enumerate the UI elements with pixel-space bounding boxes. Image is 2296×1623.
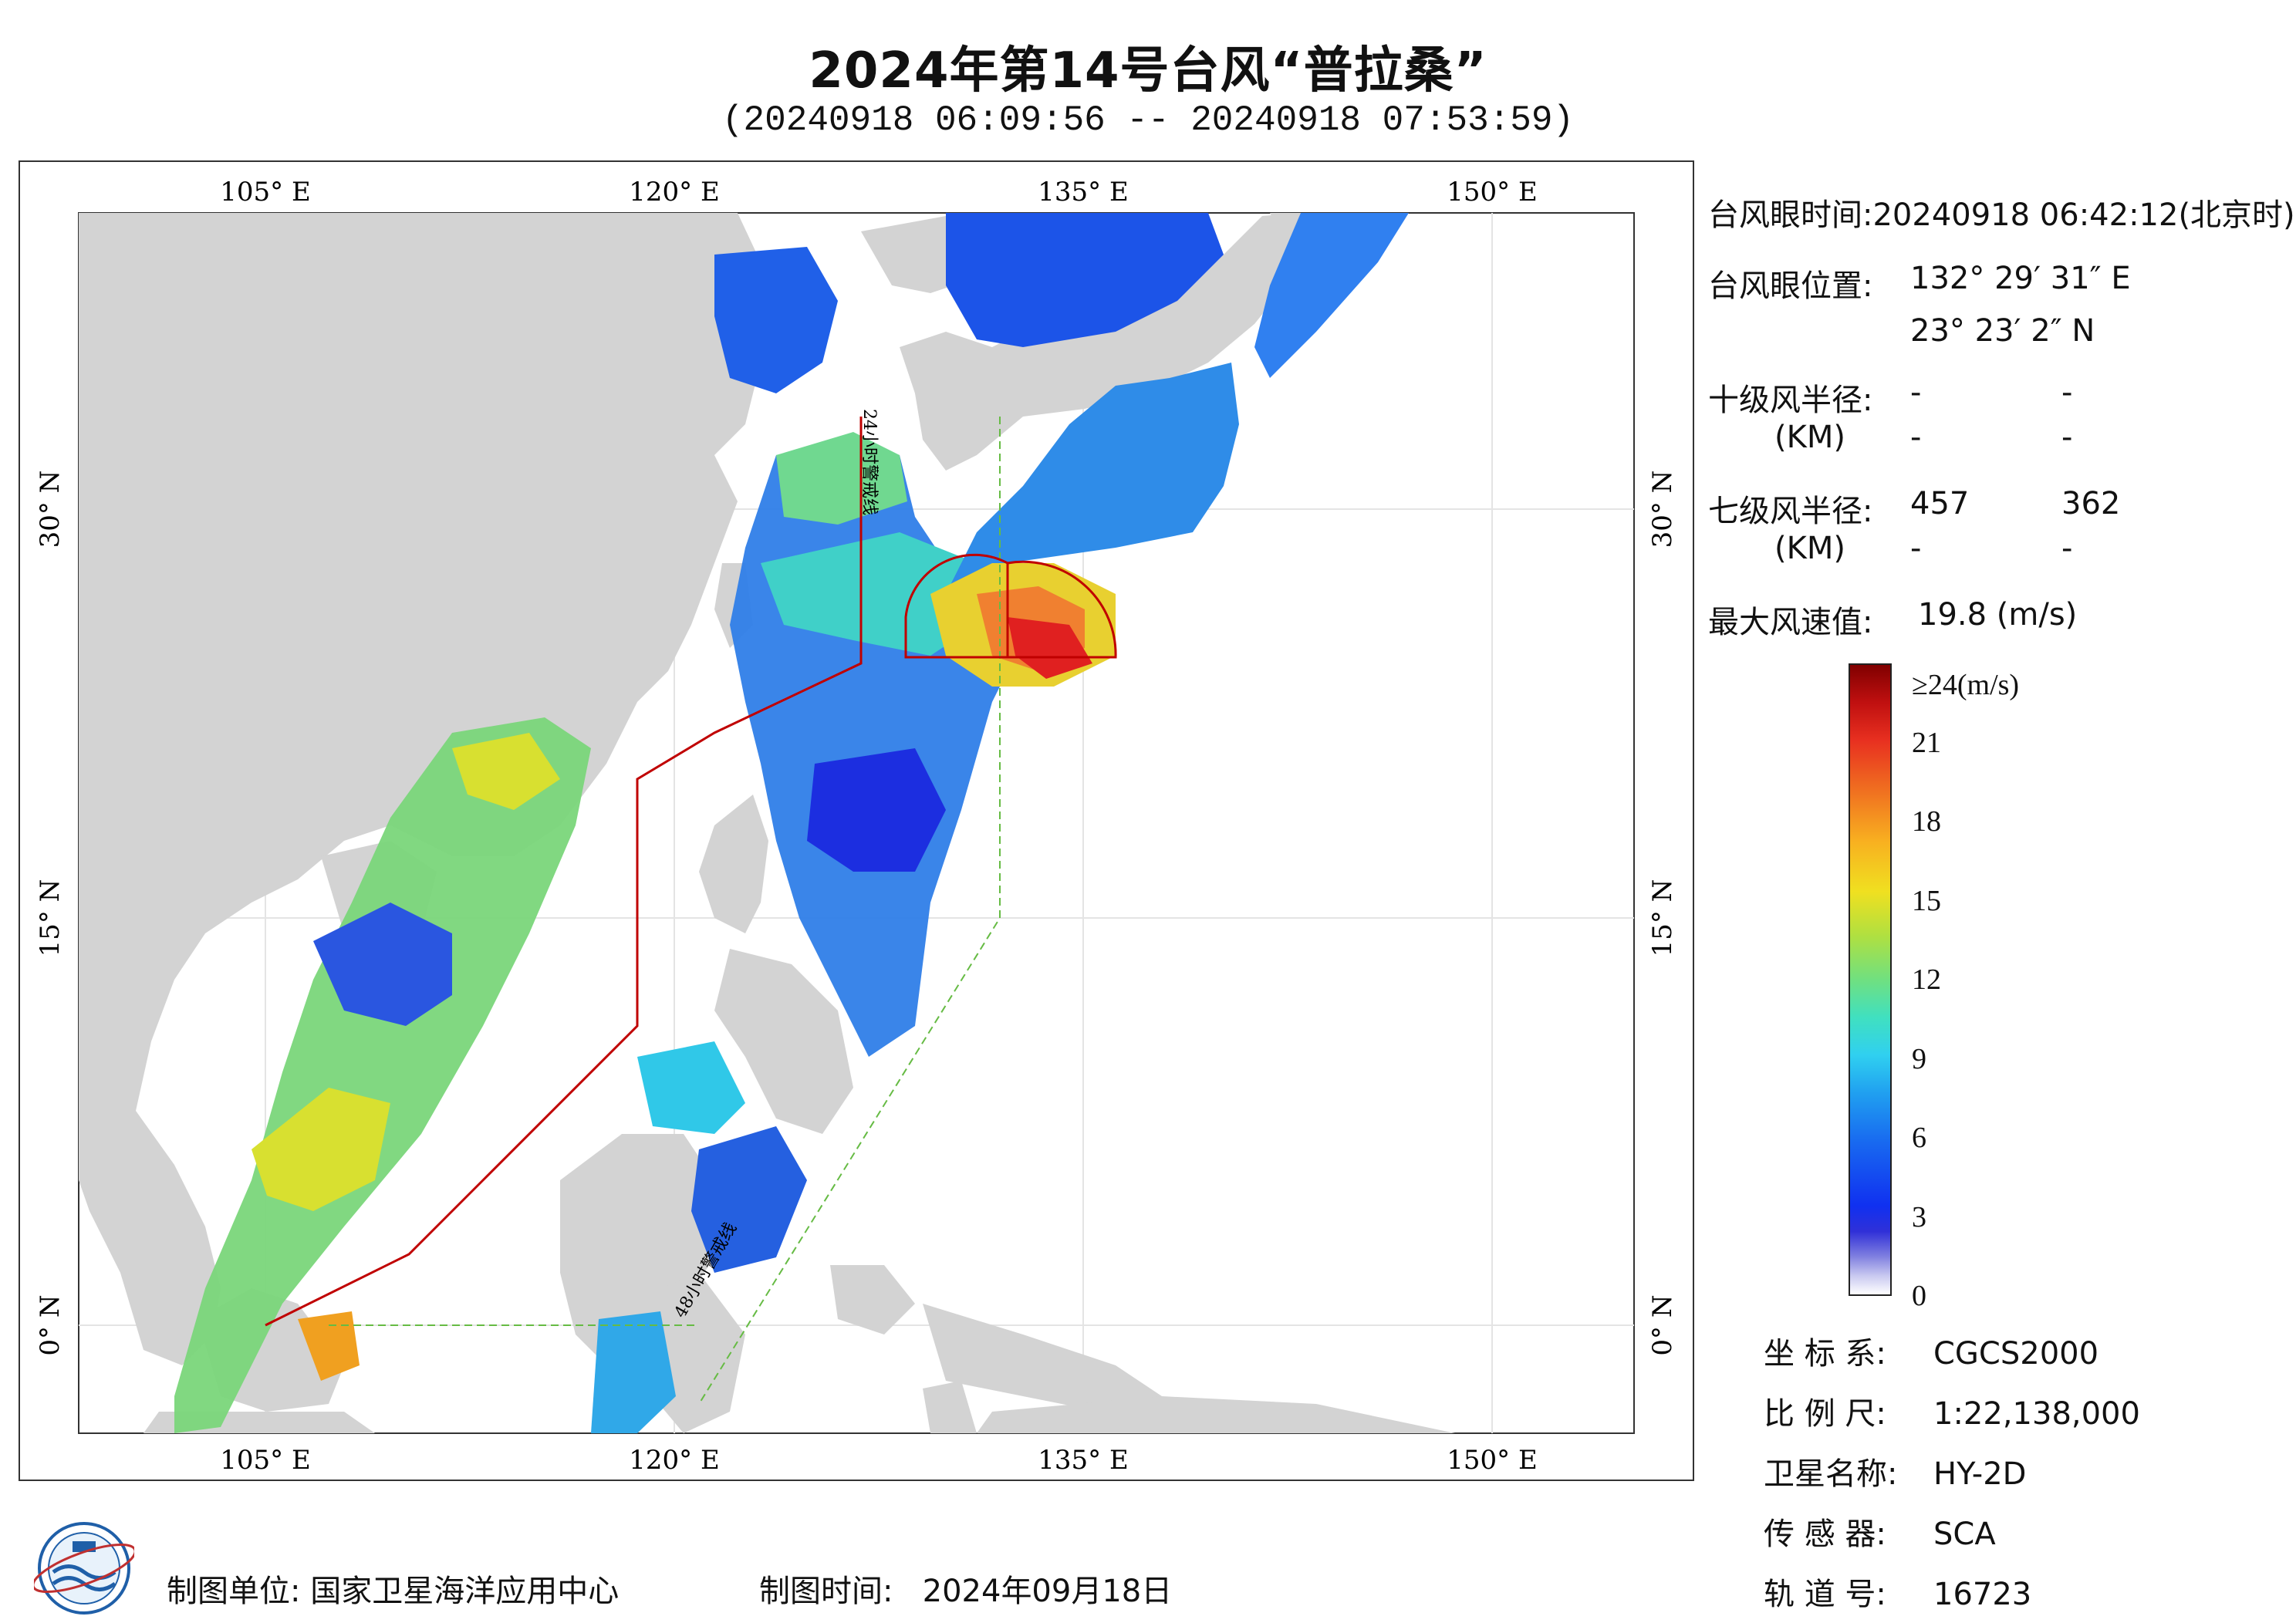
map-subtitle: (20240918 06:09:56 -- 20240918 07:53:59) — [721, 100, 1575, 140]
wind-swath — [174, 213, 1409, 1433]
wind-speed-colorbar — [1849, 663, 1892, 1296]
colorbar-tick: 12 — [1912, 963, 1941, 996]
svg-text:105° E: 105° E — [220, 177, 311, 208]
max-wind-value: 19.8 (m/s) — [1918, 597, 2078, 633]
map-frame: 24小时警戒线 48小时警戒线 105° E 120° E 135° E 150… — [19, 160, 1694, 1481]
nsoas-logo — [34, 1522, 134, 1615]
svg-text:15° N: 15° N — [35, 879, 66, 957]
svg-text:120° E: 120° E — [629, 1445, 720, 1476]
r10-value-1: - — [1910, 375, 1922, 410]
crs-row: 坐 标 系: CGCS2000 — [1764, 1336, 2099, 1372]
svg-text:15° N: 15° N — [1647, 879, 1678, 957]
eye-latitude: 23° 23′ 2″ N — [1910, 313, 2095, 349]
r10-value-4: - — [2061, 420, 2073, 455]
lon-labels-top: 105° E 120° E 135° E 150° E — [220, 177, 1538, 208]
lon-labels-bottom: 105° E 120° E 135° E 150° E — [220, 1445, 1538, 1476]
warning-line-24h-label: 24小时警戒线 — [859, 409, 879, 515]
svg-text:0° N: 0° N — [35, 1294, 66, 1355]
svg-text:150° E: 150° E — [1447, 177, 1538, 208]
eye-time: 台风眼时间:20240918 06:42:12(北京时) — [1708, 197, 2295, 233]
r7-value-3: - — [1910, 531, 1922, 566]
r10-value-3: - — [1910, 420, 1922, 455]
lat-labels-right: 30° N 15° N 0° N — [1647, 471, 1678, 1356]
r7-unit: (KM) — [1774, 531, 1845, 566]
warning-line-48h — [698, 417, 1001, 1405]
svg-text:135° E: 135° E — [1038, 177, 1129, 208]
colorbar-tick: 21 — [1912, 726, 1941, 759]
r7-label: 七级风半径: — [1708, 494, 1873, 529]
satellite-row: 卫星名称: HY-2D — [1764, 1456, 2027, 1492]
colorbar-tick: 18 — [1912, 805, 1941, 838]
svg-text:105° E: 105° E — [220, 1445, 311, 1476]
map-title: 2024年第14号台风“普拉桑” — [809, 42, 1487, 100]
wind-radius-7 — [904, 553, 1117, 659]
colorbar-tick: 6 — [1912, 1122, 1926, 1154]
sensor-row: 传 感 器: SCA — [1764, 1517, 1996, 1552]
colorbar-tick: 15 — [1912, 884, 1941, 917]
r7-value-4: - — [2061, 531, 2073, 566]
lat-labels-left: 30° N 15° N 0° N — [35, 471, 66, 1356]
colorbar-tick: 3 — [1912, 1200, 1926, 1233]
scale-row: 比 例 尺: 1:22,138,000 — [1764, 1396, 2140, 1432]
producer: 制图单位: 国家卫星海洋应用中心 — [167, 1574, 620, 1609]
orbit-row: 轨 道 号: 16723 — [1764, 1577, 2032, 1612]
svg-text:150° E: 150° E — [1447, 1445, 1538, 1476]
r10-value-2: - — [2061, 375, 2073, 410]
colorbar-max-label: ≥24(m/s) — [1912, 669, 2020, 701]
svg-text:30° N: 30° N — [35, 471, 66, 548]
svg-text:30° N: 30° N — [1647, 471, 1678, 548]
svg-text:135° E: 135° E — [1038, 1445, 1129, 1476]
production-date: 制图时间: 2024年09月18日 — [759, 1574, 1173, 1609]
r7-value-1: 457 — [1910, 486, 1970, 521]
colorbar-tick: 0 — [1912, 1280, 1926, 1312]
r10-label: 十级风半径: — [1708, 383, 1873, 418]
max-wind-label: 最大风速值: — [1708, 605, 1873, 640]
warning-line-24h — [265, 417, 863, 1327]
wind-field-map: 24小时警戒线 48小时警戒线 105° E 120° E 135° E 150… — [35, 177, 1678, 1476]
eye-position-label: 台风眼位置: — [1708, 268, 1873, 304]
svg-text:120° E: 120° E — [629, 177, 720, 208]
r10-unit: (KM) — [1774, 420, 1845, 455]
svg-text:0° N: 0° N — [1647, 1294, 1678, 1355]
r7-value-2: 362 — [2061, 486, 2121, 521]
colorbar-tick: 9 — [1912, 1042, 1926, 1075]
eye-longitude: 132° 29′ 31″ E — [1910, 261, 2131, 296]
